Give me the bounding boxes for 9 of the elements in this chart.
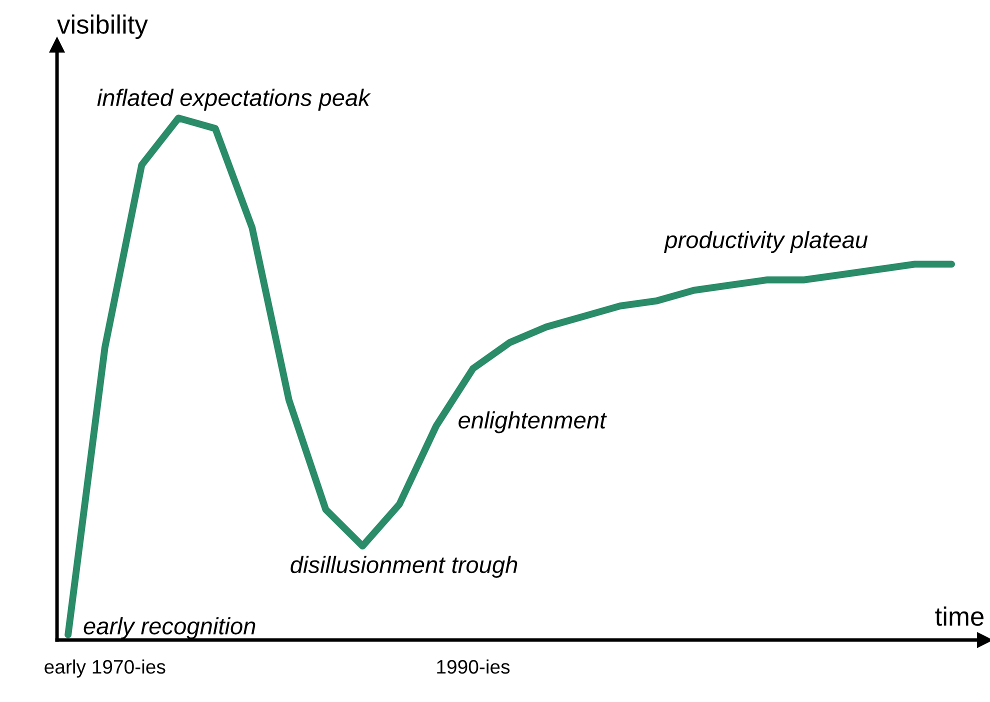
text: inflated expectations peak <box>97 88 371 111</box>
x-axis-title: time <box>935 606 984 626</box>
y-axis-title: visibility <box>57 14 148 40</box>
annotation: productivity plateau <box>664 230 868 253</box>
annotation: early recognition <box>84 617 256 640</box>
annotation: disillusionment trough <box>290 556 518 578</box>
x-tick-label: 1990-ies <box>437 659 510 674</box>
annotation: enlightenment <box>458 411 607 434</box>
x-tick-label: early 1970-ies <box>44 659 166 678</box>
